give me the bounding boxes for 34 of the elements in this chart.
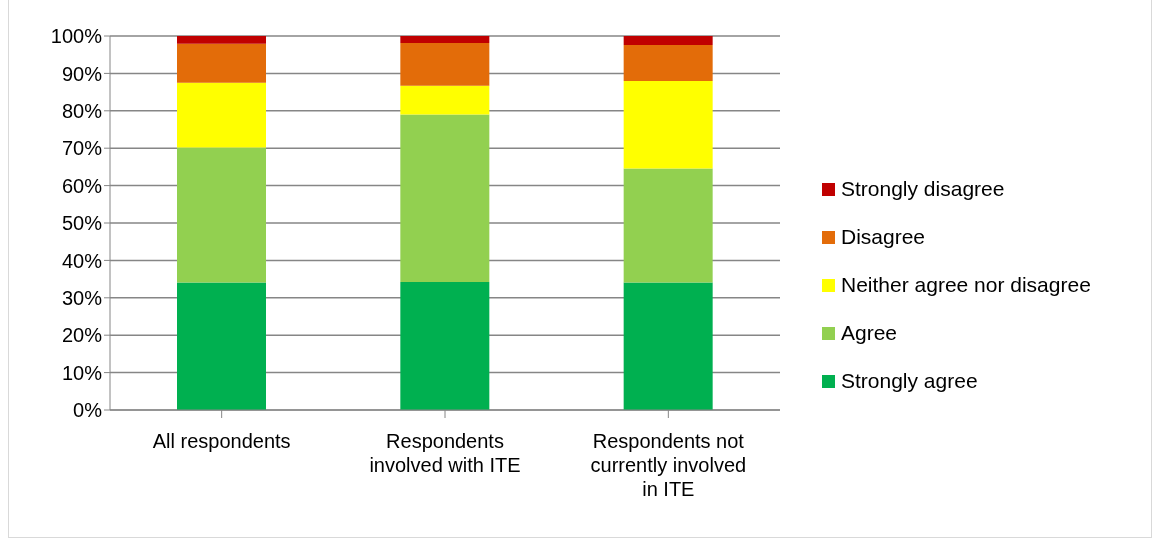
y-tick-label: 60% [61,174,103,197]
bar [400,114,490,283]
bar [623,282,713,410]
legend-label: Neither agree nor disagree [841,273,1091,297]
bar [177,36,266,44]
bar [400,36,490,44]
y-tick-label: 100% [50,25,103,48]
bar [623,168,713,283]
y-tick-label: 90% [61,62,103,85]
bar [400,43,490,86]
bar [177,43,266,83]
y-tick-label: 0% [73,399,103,422]
bar [177,282,266,410]
legend-label: Agree [841,321,898,345]
bar [623,36,713,45]
y-tick-label: 50% [61,212,103,235]
x-tick-label: Respondents not currently involved in ITE [590,430,747,500]
bar [177,147,266,283]
bar [400,282,490,410]
y-tick-label: 20% [61,324,103,347]
legend-label: Strongly disagree [841,177,1005,201]
bar [177,82,266,148]
y-tick-label: 40% [61,249,103,272]
y-tick-label: 30% [61,286,103,309]
y-tick-label: 80% [61,99,103,122]
bar [400,85,490,115]
legend-label: Strongly agree [841,369,978,393]
y-tick-label: 10% [61,361,103,384]
legend-label: Disagree [841,225,926,249]
bar [623,44,713,81]
bar [623,80,713,169]
x-tick-label: All respondents [152,430,291,452]
y-tick-label: 70% [61,137,103,160]
x-tick-label: Respondents involved with ITE [369,430,521,476]
